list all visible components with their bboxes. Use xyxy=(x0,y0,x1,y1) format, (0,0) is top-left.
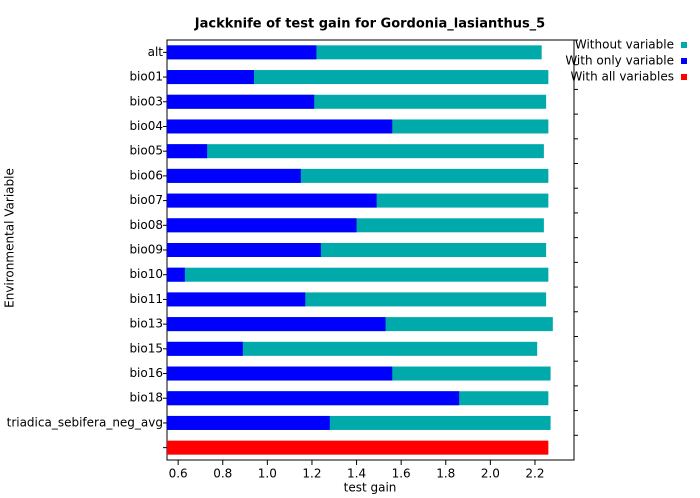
bar xyxy=(167,317,386,332)
legend-label: Without variable xyxy=(575,38,674,52)
x-tick-label: 1.8 xyxy=(436,467,455,481)
bar xyxy=(167,218,357,233)
y-tick-label: bio16 xyxy=(129,366,163,380)
y-tick-label: bio08 xyxy=(129,218,163,232)
bar xyxy=(167,440,549,455)
bar xyxy=(167,70,549,85)
legend-label: With only variable xyxy=(565,54,674,68)
x-tick-label: 2.2 xyxy=(525,467,544,481)
legend-swatch xyxy=(681,58,687,64)
y-tick-label: bio11 xyxy=(129,292,163,306)
x-tick-label: 2.0 xyxy=(481,467,500,481)
bar xyxy=(167,119,393,134)
legend-swatch xyxy=(681,42,687,48)
x-tick-label: 0.6 xyxy=(169,467,188,481)
y-tick-label: bio15 xyxy=(129,341,163,355)
bar xyxy=(167,94,315,109)
bar xyxy=(167,45,317,60)
bar xyxy=(167,267,185,282)
bar xyxy=(167,144,208,159)
y-tick-label: alt xyxy=(148,45,164,59)
y-tick-label: bio10 xyxy=(129,267,163,281)
y-tick-label: triadica_sebifera_neg_avg xyxy=(7,415,163,429)
x-axis-label: test gain xyxy=(344,481,397,495)
chart-title: Jackknife of test gain for Gordonia_lasi… xyxy=(194,17,545,32)
y-tick-label: bio03 xyxy=(129,94,163,108)
y-tick-label: bio13 xyxy=(129,317,163,331)
x-tick-label: 0.8 xyxy=(213,467,232,481)
bar xyxy=(167,415,330,430)
y-axis-label: Environmental Variable xyxy=(3,168,17,308)
y-tick-label: bio18 xyxy=(129,391,163,405)
bar xyxy=(167,144,544,159)
x-tick-label: 1.2 xyxy=(302,467,321,481)
bar xyxy=(167,341,538,356)
x-tick-label: 1.0 xyxy=(258,467,277,481)
bar xyxy=(167,366,393,381)
legend-label: With all variables xyxy=(570,70,674,84)
y-tick-label: bio05 xyxy=(129,144,163,158)
bar xyxy=(167,193,377,208)
bar xyxy=(167,243,321,257)
legend-swatch xyxy=(681,74,687,80)
y-tick-label: bio04 xyxy=(129,119,163,133)
y-tick-label: bio06 xyxy=(129,168,163,182)
bar xyxy=(167,168,301,183)
y-tick-label: bio07 xyxy=(129,193,163,207)
bar xyxy=(167,292,306,307)
bar xyxy=(167,70,254,85)
x-tick-label: 1.6 xyxy=(392,467,411,481)
bar xyxy=(167,341,243,356)
x-tick-label: 1.4 xyxy=(347,467,366,481)
bar xyxy=(167,391,460,406)
bar xyxy=(167,267,549,282)
y-tick-label: bio09 xyxy=(129,243,163,257)
y-tick-label: bio01 xyxy=(129,70,163,84)
